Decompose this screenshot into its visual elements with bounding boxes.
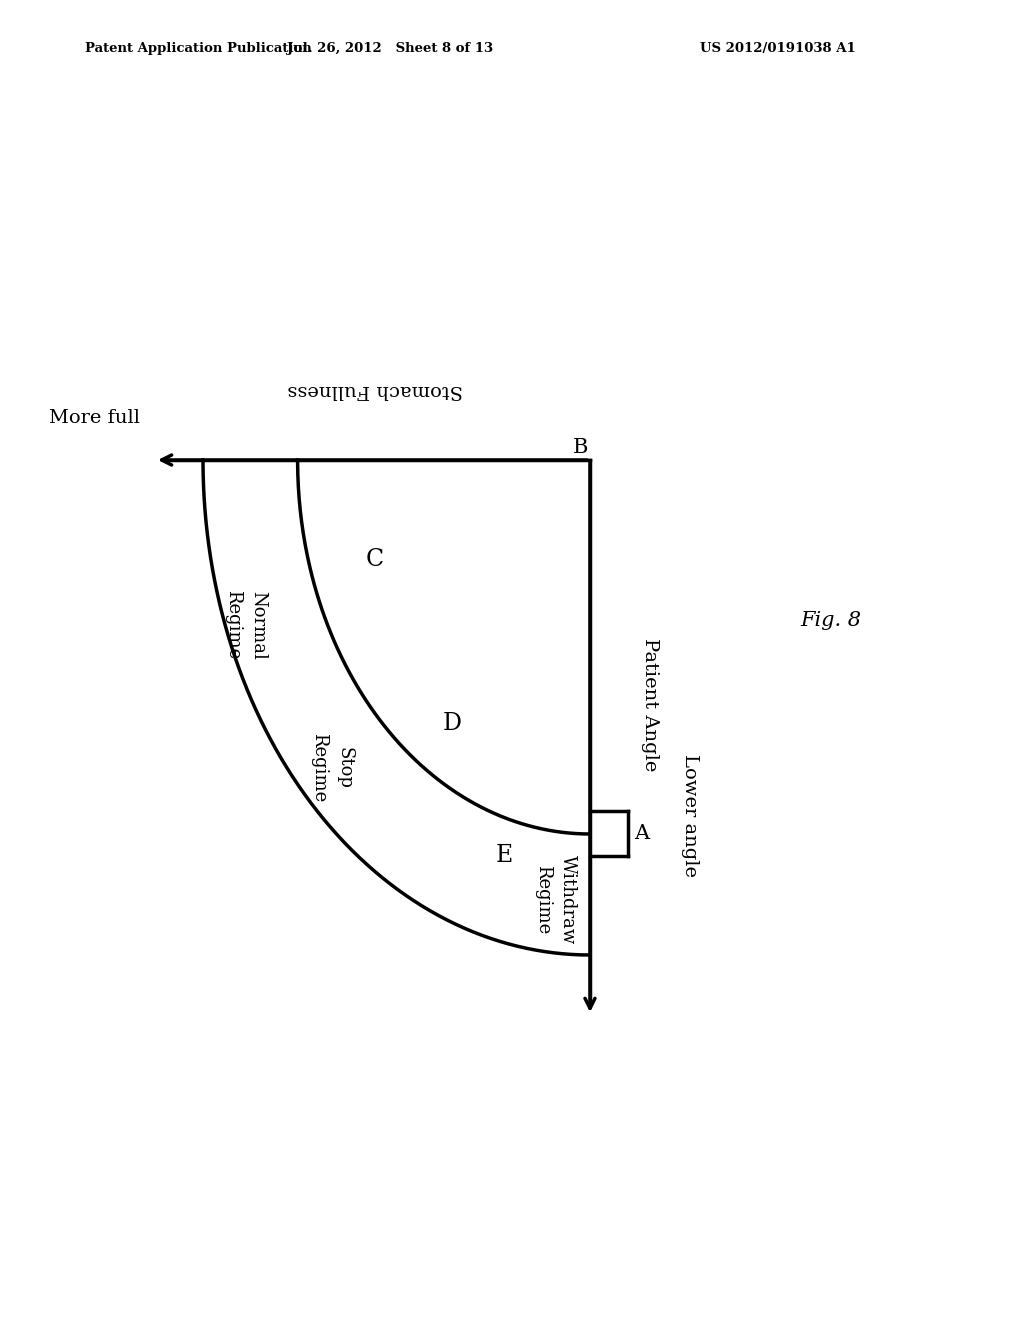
Text: Stomach Fullness: Stomach Fullness (287, 381, 463, 399)
Text: Patent Application Publication: Patent Application Publication (85, 42, 311, 55)
Text: Lower angle: Lower angle (681, 754, 699, 876)
Text: Fig. 8: Fig. 8 (800, 610, 861, 630)
Text: B: B (572, 438, 588, 457)
Text: More full: More full (49, 409, 140, 426)
Text: Stop
Regime: Stop Regime (310, 734, 353, 803)
Text: C: C (366, 548, 384, 570)
Text: Normal
Regime: Normal Regime (224, 590, 267, 660)
Text: A: A (634, 824, 649, 843)
Text: Patient Angle: Patient Angle (641, 639, 659, 772)
Text: US 2012/0191038 A1: US 2012/0191038 A1 (700, 42, 856, 55)
Text: Jul. 26, 2012   Sheet 8 of 13: Jul. 26, 2012 Sheet 8 of 13 (287, 42, 494, 55)
Text: Withdraw
Regime: Withdraw Regime (535, 855, 578, 945)
Text: E: E (496, 845, 513, 867)
Text: D: D (443, 713, 462, 735)
